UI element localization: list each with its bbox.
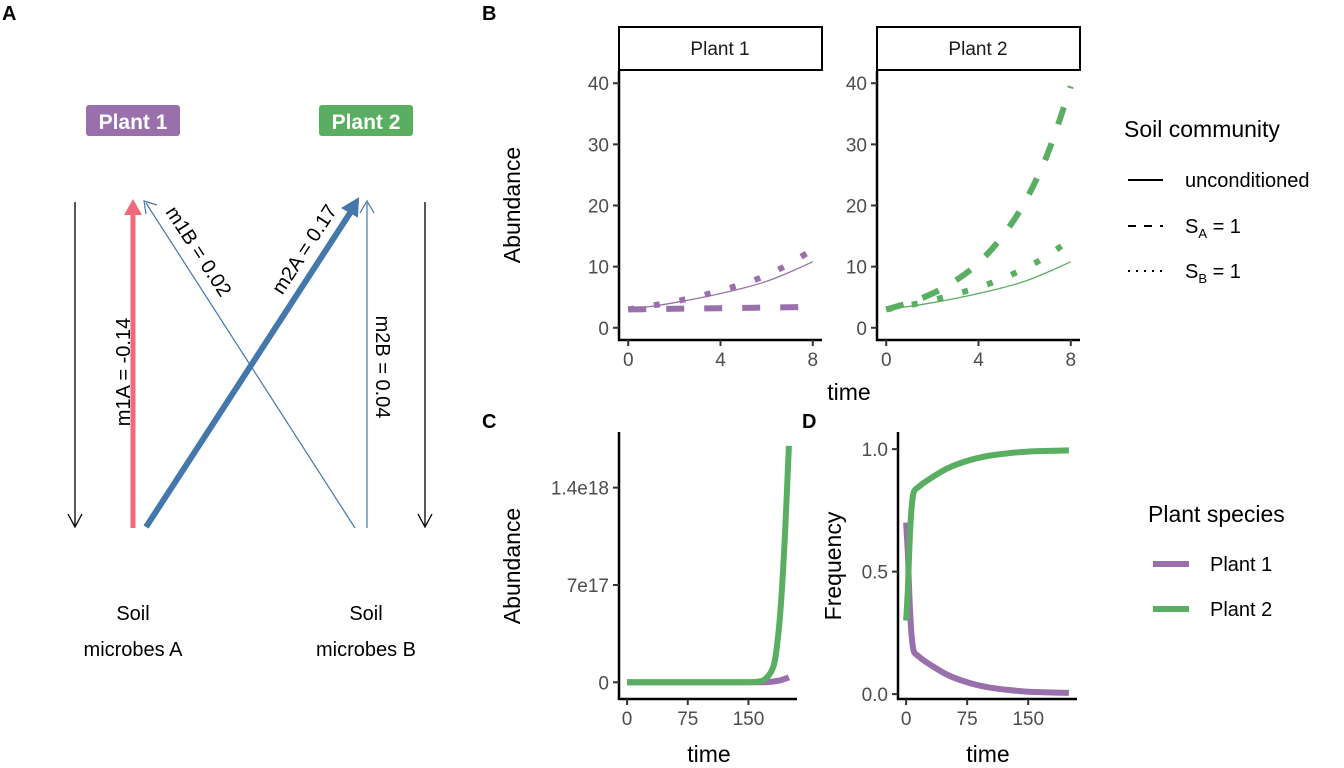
panel-b-facet-1-y-tick-label: 30 — [588, 135, 609, 156]
panel-c-series-plant2 — [627, 445, 792, 686]
panel-d-y-tick-label: 0.0 — [862, 685, 888, 706]
panel-b-facet-2-y-tick-label: 30 — [846, 135, 867, 156]
panel-d-series-plant2 — [903, 447, 1069, 621]
legend-sa: SA = 1 — [1185, 216, 1241, 241]
plant2-badge-label: Plant 2 — [332, 111, 401, 134]
panel-b-facet-1-y-tick-label: 0 — [598, 319, 609, 340]
strip-plant1 — [618, 26, 823, 71]
strip-plant2-label: Plant 2 — [948, 39, 1007, 60]
panel-d-series-plant1 — [903, 522, 1069, 696]
arrow-m2a-head — [341, 197, 360, 218]
panel-b-ylabel: Abundance — [499, 147, 525, 263]
panel-b-chart: Plant 1 Plant 2 Abundance time 0 4 8 0 10 20 3… — [499, 26, 1081, 405]
label-m1a: m1A = -0.14 — [113, 318, 135, 426]
panel-b-facet-2-x-tick-label: 0 — [881, 350, 892, 371]
legend-sb: SB = 1 — [1185, 261, 1241, 286]
strip-plant1-label: Plant 1 — [690, 39, 749, 60]
panel-d-x-tick-label: 75 — [957, 709, 978, 730]
legend-unconditioned: unconditioned — [1185, 170, 1310, 192]
panel-b-facet-1-x-tick-label: 0 — [623, 350, 634, 371]
legend-plant-species: Plant species Plant 1 Plant 2 — [1148, 501, 1285, 621]
panel-b-facet-1-x-tick-label: 8 — [807, 350, 818, 371]
panel-c-y-tick-label: 7e17 — [567, 576, 609, 597]
panel-c-x-tick-label: 150 — [733, 709, 765, 730]
series-2-dashed — [885, 85, 1074, 313]
plant1-badge — [86, 105, 180, 136]
legend-plant1-label: Plant 1 — [1210, 554, 1272, 576]
panel-b-facet-2-x-tick-label: 4 — [973, 350, 984, 371]
panel-d-y-tick-label: 0.5 — [862, 563, 888, 584]
panel-d-x-tick-label: 0 — [901, 709, 912, 730]
panel-b-facet-2-y-tick-label: 0 — [856, 319, 867, 340]
arrow-m1a-head — [124, 199, 142, 215]
legend-species-title: Plant species — [1148, 501, 1285, 527]
series-1-dotted — [627, 246, 815, 313]
series-2-dotted — [885, 236, 1073, 313]
panel-b-facet-2-y-tick-label: 20 — [846, 197, 867, 218]
panel-b-facet-2-x-tick-label: 8 — [1065, 350, 1076, 371]
panel-b-facet-1-y-tick-label: 40 — [588, 74, 609, 95]
soil-b-line1: Soil — [349, 603, 382, 625]
panel-b-facet-1-x-tick-label: 4 — [715, 350, 726, 371]
series-1-dashed — [628, 304, 813, 313]
panel-b-facet-1-y-tick-label: 20 — [588, 197, 609, 218]
panel-letter-b: B — [482, 3, 496, 25]
panel-a-diagram: Plant 1 Plant 2 m1A = -0.14 m1B = 0.02 m… — [67, 105, 433, 661]
panel-c-ylabel: Abundance — [499, 508, 525, 624]
label-m2b: m2B = 0.04 — [371, 316, 393, 419]
panel-letter-d: D — [802, 411, 816, 433]
panel-c-xlabel: time — [687, 741, 730, 767]
panel-c-y-tick-label: 0 — [598, 673, 609, 694]
panel-d-ylabel: Frequency — [820, 511, 846, 620]
plant2-badge — [319, 105, 413, 136]
panel-letter-c: C — [482, 411, 496, 433]
panel-c-x-tick-label: 75 — [677, 709, 698, 730]
soil-a-line2: microbes A — [84, 639, 184, 661]
panel-b-facet-2-y-tick-label: 10 — [846, 258, 867, 279]
arrow-m2a — [143, 208, 355, 529]
arrow-m2b-head — [359, 199, 375, 214]
panel-b-facet-2-y-tick-label: 40 — [846, 74, 867, 95]
panel-b-xlabel: time — [827, 379, 870, 405]
panel-c-y-tick-label: 1.4e18 — [551, 479, 609, 500]
soil-b-line2: microbes B — [316, 639, 416, 661]
left-down-arrow-head — [67, 513, 83, 529]
panel-letter-a: A — [2, 3, 16, 25]
plant1-badge-label: Plant 1 — [99, 111, 168, 134]
panel-d-chart: Frequency time 0 75 150 0.0 0.5 1.0 — [820, 432, 1077, 767]
label-m1b: m1B = 0.02 — [161, 203, 235, 301]
soil-a-line1: Soil — [116, 603, 149, 625]
panel-d-x-tick-label: 150 — [1012, 709, 1044, 730]
legend-soil-title: Soil community — [1124, 116, 1280, 142]
panel-d-xlabel: time — [966, 741, 1009, 767]
panel-c-x-tick-label: 0 — [622, 709, 633, 730]
panel-d-y-tick-label: 1.0 — [862, 440, 888, 461]
panel-b-facet-1-y-tick-label: 10 — [588, 258, 609, 279]
right-down-arrow-head — [417, 513, 433, 529]
arrow-m1b-head — [143, 200, 158, 215]
legend-soil-community: Soil community unconditioned SA = 1 SB =… — [1124, 116, 1310, 286]
strip-plant2 — [876, 26, 1081, 71]
legend-plant2-label: Plant 2 — [1210, 599, 1272, 621]
panel-c-chart: Abundance time 0 75 150 0 7e17 1.4e18 — [499, 432, 797, 767]
